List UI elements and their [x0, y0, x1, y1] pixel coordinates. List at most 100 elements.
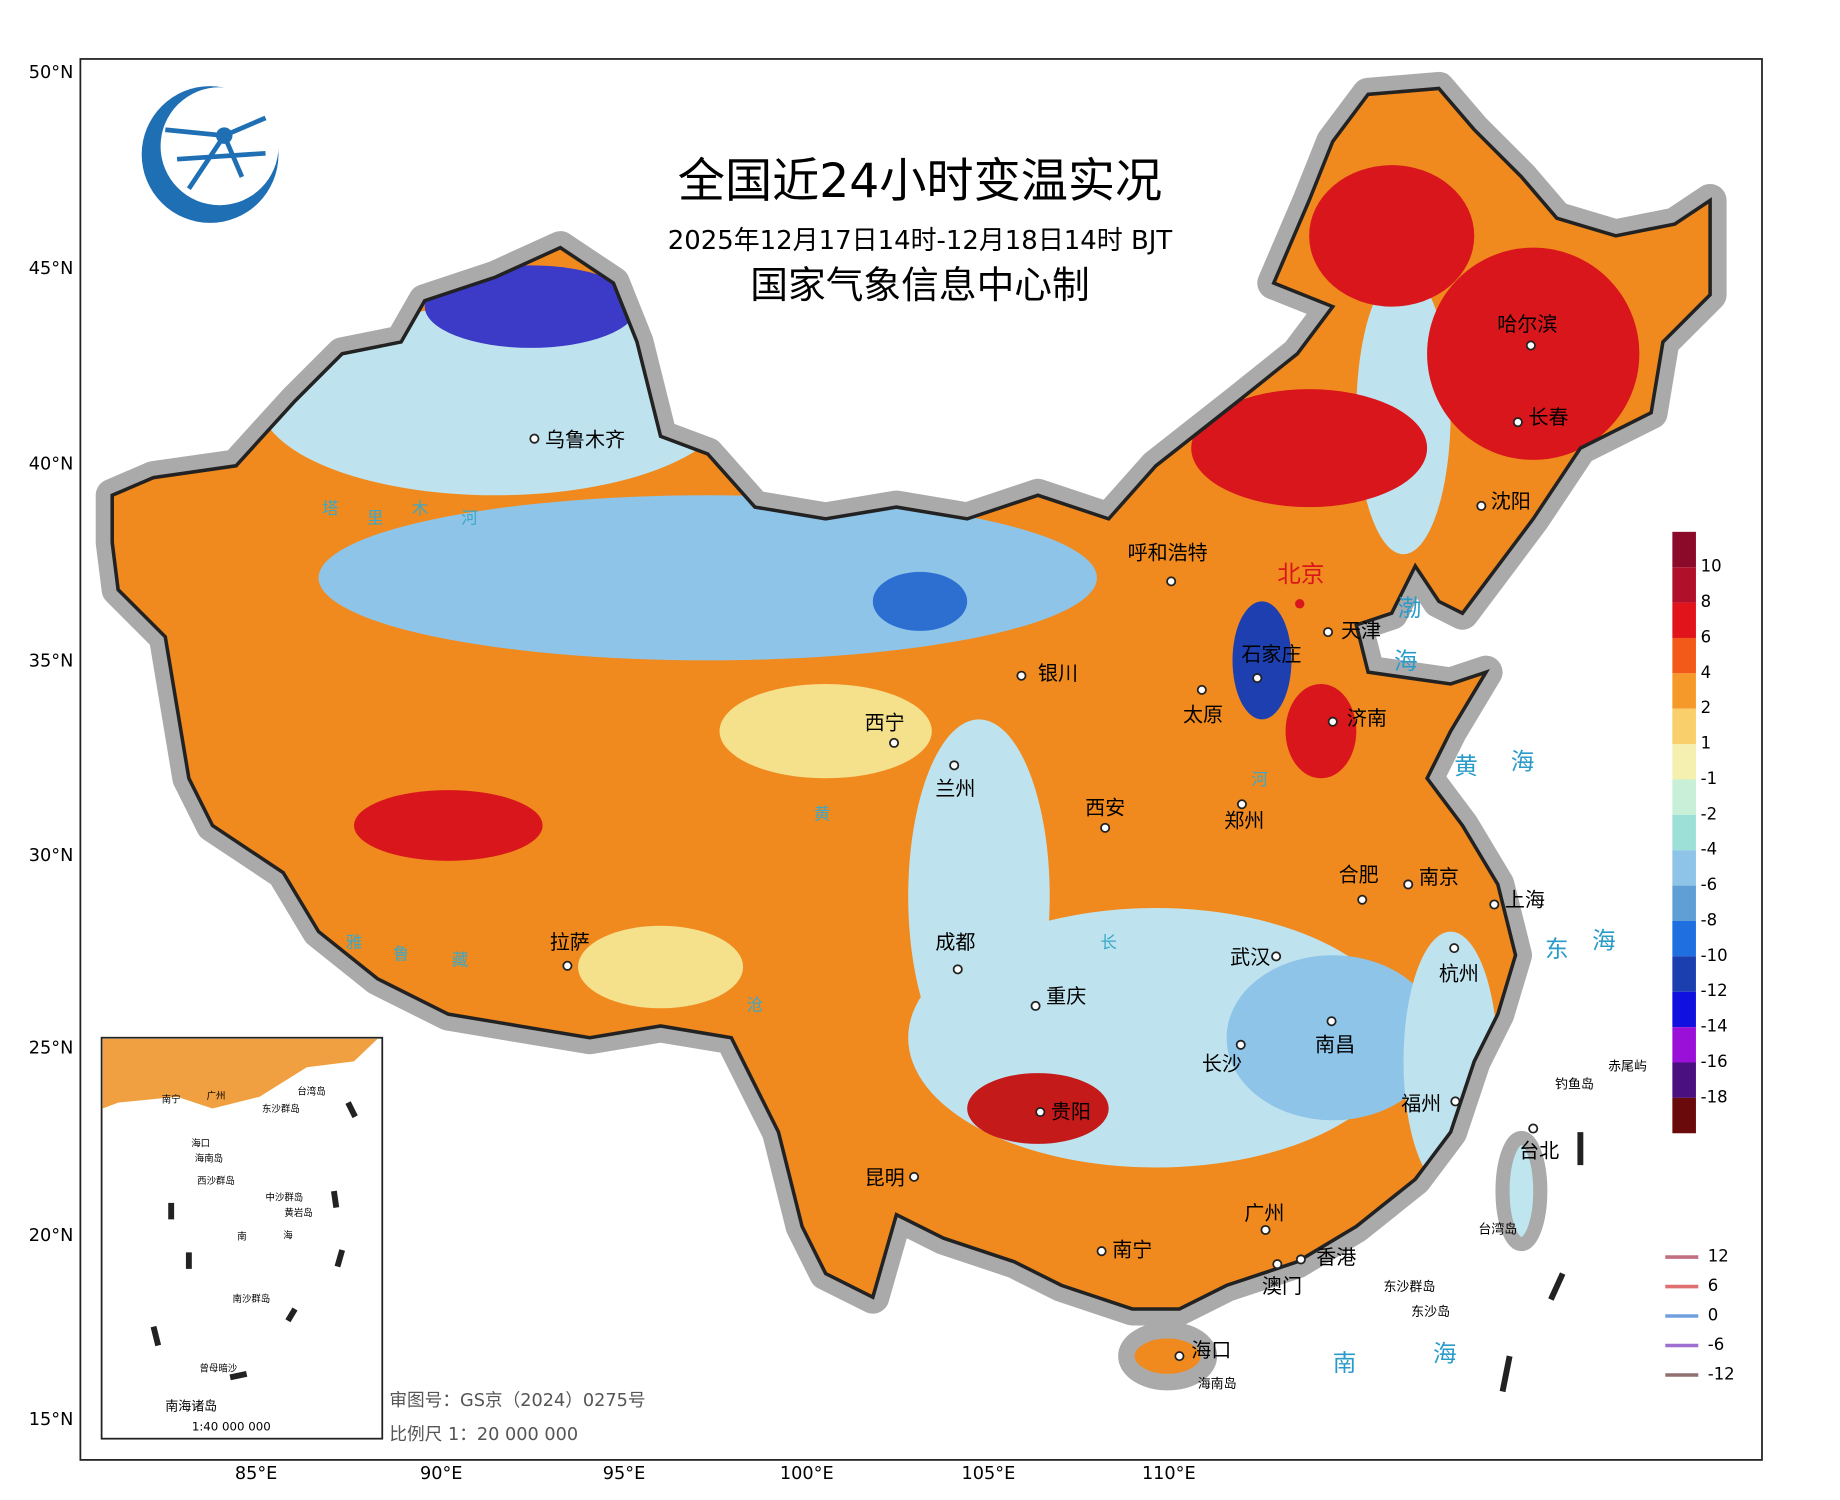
city-label: 石家庄 — [1241, 642, 1301, 666]
city-dot — [1100, 822, 1111, 833]
colorbar-swatch — [1672, 708, 1696, 745]
inset-title: 南海诸岛 — [165, 1398, 217, 1414]
island-label: 海南岛 — [1198, 1376, 1237, 1392]
city-dot — [1525, 340, 1536, 351]
lat-label: 15°N — [29, 1410, 74, 1430]
city-dot — [1096, 1246, 1107, 1257]
river-label: 藏 — [452, 951, 469, 970]
river-label: 里 — [367, 508, 384, 527]
colorbar-label: -6 — [1701, 875, 1717, 894]
city-label: 天津 — [1341, 619, 1381, 643]
city-label: 武汉 — [1230, 945, 1270, 969]
colorbar-label: 10 — [1701, 557, 1722, 576]
city-label: 合肥 — [1339, 863, 1379, 887]
colorbar-label: -16 — [1701, 1052, 1728, 1071]
sea-label: 东 — [1545, 935, 1569, 963]
colorbar-label: 8 — [1701, 592, 1712, 611]
colorbar-swatch — [1672, 531, 1696, 568]
sea-label: 海 — [1511, 747, 1535, 775]
river-label: 河 — [1251, 770, 1267, 789]
city-dot — [1252, 673, 1263, 684]
city-dot — [1272, 1259, 1283, 1270]
lon-label: 85°E — [235, 1464, 278, 1484]
capital-label: 北京 — [1277, 560, 1324, 588]
inset-label: 海 — [283, 1229, 293, 1241]
colorbar-swatch — [1672, 673, 1696, 709]
city-label: 西安 — [1085, 795, 1125, 819]
inset-label: 海口 — [191, 1137, 210, 1149]
colorbar-label: -14 — [1701, 1017, 1728, 1036]
colorbar-swatch — [1672, 1062, 1696, 1098]
colorbar: 10 8 6 4 2 1 -1 -2 -4 -6 -8 -10 -12 -14 -16 -18 — [1672, 531, 1728, 1134]
lat-label: 45°N — [29, 259, 74, 279]
inset-label: 东沙群岛 — [262, 1103, 300, 1115]
colorbar-swatch — [1672, 1027, 1696, 1063]
city-dot — [952, 964, 963, 975]
inset-label: 海南岛 — [195, 1153, 223, 1165]
city-label: 长沙 — [1202, 1051, 1242, 1075]
lat-label: 20°N — [29, 1226, 74, 1246]
city-dot — [1450, 1096, 1461, 1107]
city-label: 台北 — [1519, 1139, 1559, 1163]
colorbar-swatch — [1672, 814, 1696, 851]
city-label: 兰州 — [935, 777, 975, 801]
colorbar-swatch — [1672, 885, 1696, 921]
city-label: 成都 — [935, 930, 975, 954]
colorbar-swatch — [1672, 920, 1696, 957]
logo — [141, 86, 279, 223]
colorbar-label: -8 — [1701, 910, 1717, 929]
city-dot — [1528, 1123, 1539, 1134]
colorbar-label: -12 — [1701, 981, 1728, 1000]
city-dot — [529, 433, 540, 444]
colorbar-swatch — [1672, 1097, 1696, 1134]
colorbar-swatch — [1672, 779, 1696, 815]
city-dot — [1196, 684, 1207, 695]
river-label: 鲁 — [393, 945, 410, 964]
city-label: 呼和浩特 — [1128, 541, 1208, 565]
city-label: 杭州 — [1439, 962, 1479, 986]
city-label: 澳门 — [1262, 1274, 1302, 1298]
colorbar-label: -10 — [1701, 946, 1728, 965]
river-label: 沧 — [747, 995, 764, 1014]
city-dot — [1030, 1000, 1041, 1011]
inset-label: 南沙群岛 — [233, 1293, 271, 1305]
city-dot — [1489, 899, 1500, 910]
city-dot — [1327, 716, 1338, 727]
city-dot — [1016, 670, 1027, 681]
city-dot — [1357, 894, 1368, 905]
city-label: 郑州 — [1224, 808, 1264, 832]
city-label: 乌鲁木齐 — [545, 428, 625, 452]
lat-label: 35°N — [29, 652, 74, 672]
colorbar-label: 4 — [1701, 663, 1712, 682]
colorbar-label: -18 — [1701, 1087, 1728, 1106]
city-dot — [909, 1171, 920, 1182]
city-label: 重庆 — [1046, 984, 1086, 1008]
city-label: 西宁 — [865, 711, 905, 735]
island-label: 台湾岛 — [1478, 1221, 1517, 1237]
inset-label: 南宁 — [162, 1094, 181, 1106]
inset-label: 广州 — [207, 1090, 226, 1102]
city-label: 海口 — [1191, 1338, 1231, 1362]
colorbar-label: 2 — [1701, 698, 1712, 717]
contour-legend-label: -12 — [1708, 1365, 1735, 1384]
city-dot — [1476, 500, 1487, 511]
city-label: 南昌 — [1315, 1032, 1355, 1056]
sea-label: 渤 — [1398, 594, 1422, 622]
sea-label: 海 — [1394, 647, 1418, 675]
inset-map — [100, 1036, 384, 1440]
river-label: 黄 — [814, 804, 831, 823]
river-label: 雅 — [346, 933, 363, 952]
contour-legend-label: -6 — [1708, 1335, 1724, 1354]
scale-text: 比例尺 1：20 000 000 — [389, 1424, 578, 1445]
lat-label: 40°N — [29, 455, 74, 475]
colorbar-swatch — [1672, 637, 1696, 674]
colorbar-label: 1 — [1701, 734, 1712, 753]
colorbar-swatch — [1672, 567, 1696, 603]
city-dot — [1260, 1224, 1271, 1235]
city-label: 长春 — [1528, 405, 1568, 429]
city-label: 昆明 — [865, 1166, 905, 1190]
sea-label: 海 — [1433, 1339, 1457, 1367]
inset-label: 西沙群岛 — [197, 1175, 235, 1187]
river-label: 河 — [461, 508, 478, 527]
